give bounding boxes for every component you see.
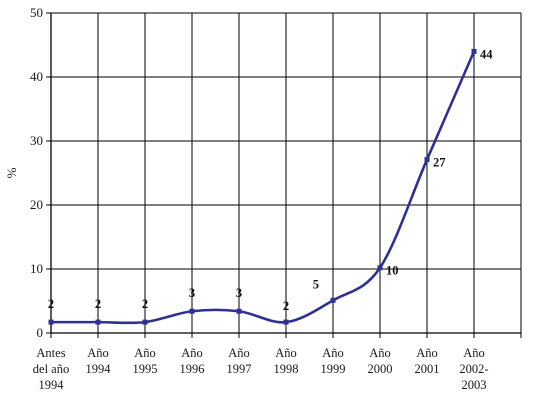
x-tick-label-line: Año (322, 346, 344, 360)
x-tick-label-line: 1997 (227, 362, 252, 376)
x-tick-label-line: Año (275, 346, 297, 360)
y-tick-label: 10 (30, 261, 43, 276)
data-point (471, 48, 477, 54)
x-tick-label: Año 1999 (321, 346, 346, 376)
x-tick-label-line: 1996 (180, 362, 205, 376)
x-tick-label-line: Antes (36, 346, 65, 360)
x-tick-label-line: 2000 (368, 362, 393, 376)
series-line (51, 50, 476, 325)
x-tick-label-line: Año (181, 346, 203, 360)
x-tick-label-line: Año (369, 346, 391, 360)
x-tick-label-line: del año (33, 362, 69, 376)
x-tick-label-line: 1994 (86, 362, 112, 376)
x-tick-label-line: Año (228, 346, 250, 360)
x-tick-label-line: Año (416, 346, 438, 360)
x-tick-label-line: 2002- (459, 362, 488, 376)
data-label: 44 (480, 47, 493, 61)
x-tick-label: Año 1998 (274, 346, 299, 376)
data-label: 3 (236, 286, 242, 300)
data-label: 5 (313, 277, 319, 291)
data-point (377, 265, 383, 271)
x-tick-label: Año 1995 (133, 346, 158, 376)
data-point (424, 157, 430, 163)
x-tick-label-line: Año (463, 346, 485, 360)
x-tick-label: Año 1994 (86, 346, 112, 376)
data-point (48, 319, 54, 325)
data-point (95, 319, 101, 325)
x-tick-label-line: 1995 (133, 362, 158, 376)
data-label: 2 (142, 297, 148, 311)
data-point (189, 308, 195, 314)
y-tick-label: 50 (30, 5, 43, 20)
y-tick-label: 0 (37, 325, 44, 340)
x-tick-label: Año 2002- 2003 (459, 346, 488, 392)
data-label: 27 (433, 156, 446, 170)
data-point (283, 319, 289, 325)
x-tick-label: Año 2001 (415, 346, 440, 376)
data-point (330, 297, 336, 303)
x-tick-label: Antes del año 1994 (33, 346, 69, 392)
y-tick-label: 30 (30, 133, 43, 148)
x-tick-label-line: 2003 (462, 378, 487, 392)
y-axis-label: % (4, 167, 19, 178)
data-label: 2 (283, 299, 289, 313)
data-label: 2 (48, 297, 54, 311)
x-tick-label-line: Año (87, 346, 109, 360)
x-tick-label: Año 1996 (180, 346, 205, 376)
data-label: 3 (189, 286, 195, 300)
x-tick-label: Año 1997 (227, 346, 252, 376)
x-tick-label-line: 1998 (274, 362, 299, 376)
data-point (142, 319, 148, 325)
data-point (236, 308, 242, 314)
x-tick-label-line: 1999 (321, 362, 346, 376)
x-tick-label-line: 2001 (415, 362, 440, 376)
x-tick-label-line: Año (134, 346, 156, 360)
y-tick-label: 20 (30, 197, 43, 212)
data-label: 2 (95, 297, 101, 311)
y-tick-label: 40 (30, 69, 43, 84)
x-tick-label: Año 2000 (368, 346, 393, 376)
x-tick-label-line: 1994 (39, 378, 65, 392)
data-label: 10 (386, 264, 399, 278)
